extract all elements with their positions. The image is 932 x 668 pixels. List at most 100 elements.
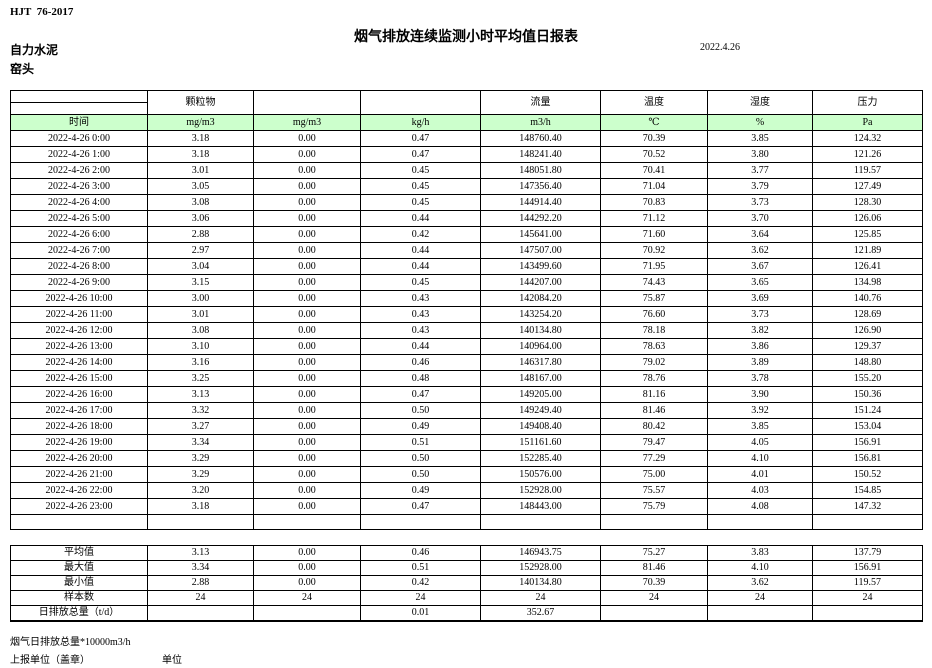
- value-cell: 0.00: [253, 560, 361, 576]
- value-cell: 140134.80: [480, 322, 601, 339]
- value-cell: 149408.40: [480, 418, 601, 435]
- unit-header-mgm3-1: mg/m3: [147, 114, 254, 131]
- value-cell: 2.88: [147, 226, 254, 243]
- value-cell: [147, 605, 254, 622]
- table-row: 2022-4-26 9:00 3.15 0.00 0.45 144207.00 74.43…: [10, 274, 923, 291]
- value-cell: 0.49: [360, 418, 481, 435]
- value-cell: 148051.80: [480, 162, 601, 179]
- table-row: 2022-4-26 2:00 3.01 0.00 0.45 148051.80 70.41…: [10, 162, 923, 179]
- value-cell: 0.00: [253, 290, 361, 307]
- value-cell: 148443.00: [480, 498, 601, 515]
- value-cell: 0.47: [360, 146, 481, 163]
- table-row: 2022-4-26 13:00 3.10 0.00 0.44 140964.00 78.6…: [10, 338, 923, 355]
- value-cell: 3.78: [707, 370, 813, 387]
- value-cell: 0.42: [360, 226, 481, 243]
- data-rows: 2022-4-26 0:00 3.18 0.00 0.47 148760.40 70.39…: [10, 130, 923, 530]
- value-cell: 3.85: [707, 130, 813, 147]
- value-cell: [253, 605, 361, 622]
- value-cell: 150.52: [812, 466, 923, 483]
- value-cell: 3.73: [707, 306, 813, 323]
- value-cell: 144292.20: [480, 210, 601, 227]
- corner-cell-bottom: [10, 102, 148, 115]
- value-cell: 140134.80: [480, 575, 601, 591]
- table-row: 2022-4-26 19:00 3.34 0.00 0.51 151161.60 79.4…: [10, 434, 923, 451]
- value-cell: 3.05: [147, 178, 254, 195]
- value-cell: 0.00: [253, 258, 361, 275]
- value-cell: 140.76: [812, 290, 923, 307]
- unit-header-kgh: kg/h: [360, 114, 481, 131]
- unit-header-mgm3-2: mg/m3: [253, 114, 361, 131]
- table-row: 2022-4-26 14:00 3.16 0.00 0.46 146317.80 79.0…: [10, 354, 923, 371]
- company-name: 自力水泥: [10, 43, 59, 57]
- value-cell: 80.42: [600, 418, 708, 435]
- time-cell: [10, 514, 148, 530]
- time-cell: 2022-4-26 8:00: [10, 258, 148, 275]
- value-cell: 0.50: [360, 466, 481, 483]
- value-cell: 147507.00: [480, 242, 601, 259]
- unit-header-celsius: ℃: [600, 114, 708, 131]
- value-cell: 3.90: [707, 386, 813, 403]
- table-row: 2022-4-26 1:00 3.18 0.00 0.47 148241.40 70.52…: [10, 146, 923, 163]
- value-cell: 156.81: [812, 450, 923, 467]
- time-cell: 2022-4-26 7:00: [10, 242, 148, 259]
- value-cell: 126.41: [812, 258, 923, 275]
- footer-total-note: 烟气日排放总量*10000m3/h: [10, 637, 131, 648]
- table-row: 2022-4-26 3:00 3.05 0.00 0.45 147356.40 71.04…: [10, 178, 923, 195]
- value-cell: 3.34: [147, 434, 254, 451]
- time-cell: 2022-4-26 21:00: [10, 466, 148, 483]
- value-cell: 3.73: [707, 194, 813, 211]
- value-cell: 24: [812, 590, 923, 606]
- value-cell: [812, 605, 923, 622]
- unit-header-row: 时间 mg/m3 mg/m3 kg/h m3/h ℃ % Pa: [10, 114, 923, 131]
- value-cell: 3.64: [707, 226, 813, 243]
- value-cell: 0.01: [360, 605, 481, 622]
- value-cell: 79.02: [600, 354, 708, 371]
- time-cell: 2022-4-26 20:00: [10, 450, 148, 467]
- value-cell: 3.29: [147, 450, 254, 467]
- value-cell: 144914.40: [480, 194, 601, 211]
- value-cell: 0.42: [360, 575, 481, 591]
- value-cell: 0.45: [360, 162, 481, 179]
- value-cell: 151161.60: [480, 434, 601, 451]
- value-cell: 3.20: [147, 482, 254, 499]
- value-cell: 147356.40: [480, 178, 601, 195]
- value-cell: 3.08: [147, 322, 254, 339]
- col-header-pressure: 压力: [812, 90, 923, 115]
- value-cell: 24: [360, 590, 481, 606]
- value-cell: 3.92: [707, 402, 813, 419]
- value-cell: 126.06: [812, 210, 923, 227]
- time-cell: 2022-4-26 13:00: [10, 338, 148, 355]
- value-cell: 75.27: [600, 545, 708, 561]
- value-cell: 152928.00: [480, 560, 601, 576]
- value-cell: 0.44: [360, 242, 481, 259]
- value-cell: 71.60: [600, 226, 708, 243]
- value-cell: 3.67: [707, 258, 813, 275]
- group-header-row: 颗粒物 流量 温度 湿度 压力: [10, 90, 923, 115]
- value-cell: 0.00: [253, 274, 361, 291]
- value-cell: 0.00: [253, 162, 361, 179]
- time-cell: 2022-4-26 10:00: [10, 290, 148, 307]
- value-cell: 24: [480, 590, 601, 606]
- value-cell: 81.46: [600, 402, 708, 419]
- value-cell: 0.00: [253, 130, 361, 147]
- value-cell: 121.89: [812, 242, 923, 259]
- value-cell: 24: [253, 590, 361, 606]
- value-cell: 3.34: [147, 560, 254, 576]
- table-row: 2022-4-26 8:00 3.04 0.00 0.44 143499.60 71.95…: [10, 258, 923, 275]
- value-cell: 0.44: [360, 210, 481, 227]
- value-cell: 0.00: [253, 482, 361, 499]
- value-cell: 145641.00: [480, 226, 601, 243]
- value-cell: 0.00: [253, 575, 361, 591]
- time-cell: 2022-4-26 16:00: [10, 386, 148, 403]
- value-cell: 156.91: [812, 434, 923, 451]
- value-cell: 0.00: [253, 386, 361, 403]
- value-cell: [600, 605, 708, 622]
- value-cell: 3.18: [147, 130, 254, 147]
- value-cell: 134.98: [812, 274, 923, 291]
- table-row: 2022-4-26 6:00 2.88 0.00 0.42 145641.00 71.60…: [10, 226, 923, 243]
- value-cell: 126.90: [812, 322, 923, 339]
- value-cell: [707, 514, 813, 530]
- value-cell: 3.69: [707, 290, 813, 307]
- value-cell: 0.00: [253, 354, 361, 371]
